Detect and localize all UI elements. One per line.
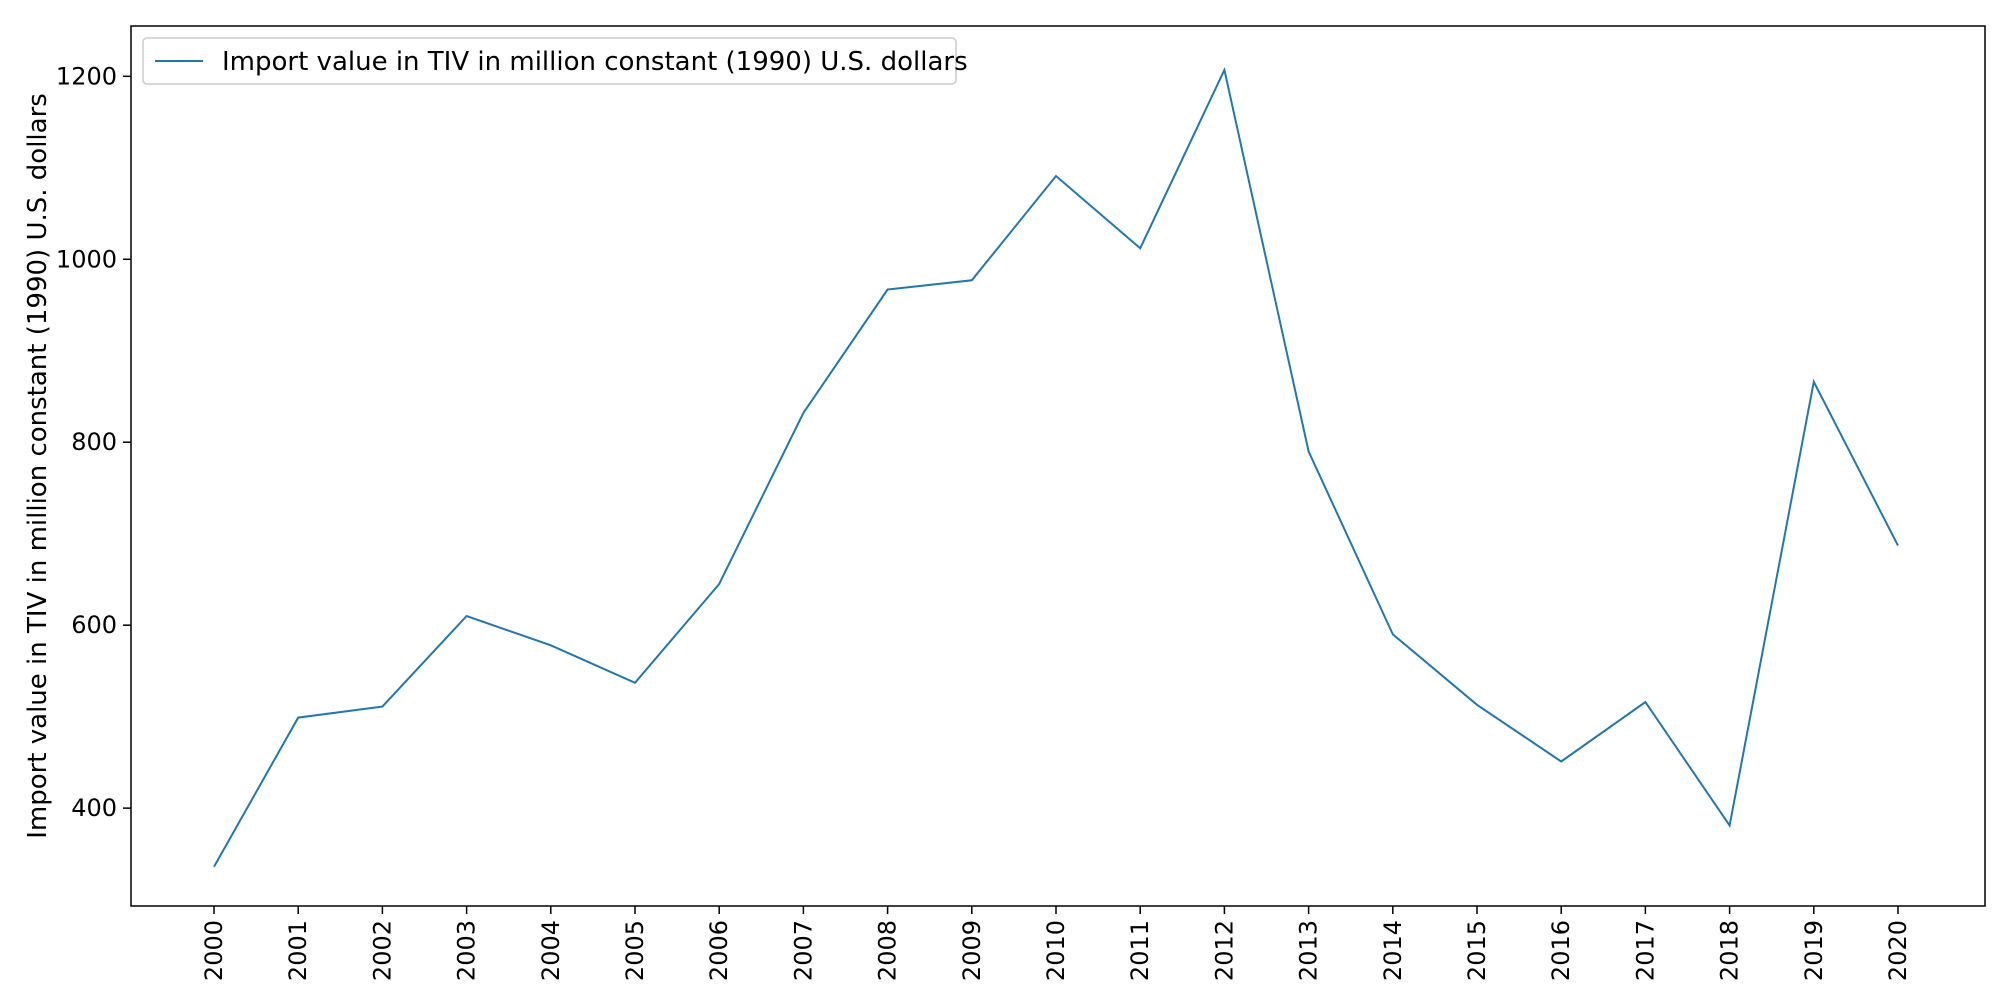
x-tick-label: 2013 [1295, 920, 1323, 981]
x-tick-label: 2007 [789, 920, 817, 981]
x-tick-label: 2009 [958, 920, 986, 981]
x-tick-label: 2017 [1631, 920, 1659, 981]
y-axis-ticks: 400 600 800 1000 1200 [56, 62, 131, 822]
x-tick-label: 2001 [284, 920, 312, 981]
x-tick-label: 2018 [1716, 920, 1744, 981]
y-tick-label: 1000 [56, 245, 117, 273]
x-tick-label: 2005 [621, 920, 649, 981]
x-tick-label: 2008 [874, 920, 902, 981]
legend-box [142, 37, 957, 85]
x-tick-label: 2004 [537, 920, 565, 981]
plot-area [130, 25, 1986, 907]
x-tick-label: 2006 [705, 920, 733, 981]
x-tick-label: 2011 [1126, 920, 1154, 981]
legend: Import value in TIV in million constant … [142, 37, 968, 85]
x-tick-label: 2010 [1042, 920, 1070, 981]
y-tick-label: 600 [71, 611, 117, 639]
x-tick-label: 2015 [1463, 920, 1491, 981]
y-tick-label: 400 [71, 794, 117, 822]
y-tick-label: 1200 [56, 62, 117, 90]
x-tick-label: 2012 [1210, 920, 1238, 981]
x-axis-ticks: 2000 2001 2002 2003 2004 2005 2006 2007 2008 2009… [200, 906, 1912, 981]
x-tick-label: 2003 [453, 920, 481, 981]
y-axis-label: Import value in TIV in million constant … [23, 93, 53, 839]
x-tick-label: 2016 [1547, 920, 1575, 981]
x-tick-label: 2019 [1800, 920, 1828, 981]
x-tick-label: 2014 [1379, 920, 1407, 981]
series-line [213, 66, 1899, 868]
y-tick-label: 800 [71, 428, 117, 456]
x-tick-label: 2000 [200, 920, 228, 981]
legend-entry: Import value in TIV in million constant … [222, 47, 968, 77]
x-tick-label: 2002 [368, 920, 396, 981]
x-tick-label: 2020 [1884, 920, 1912, 981]
